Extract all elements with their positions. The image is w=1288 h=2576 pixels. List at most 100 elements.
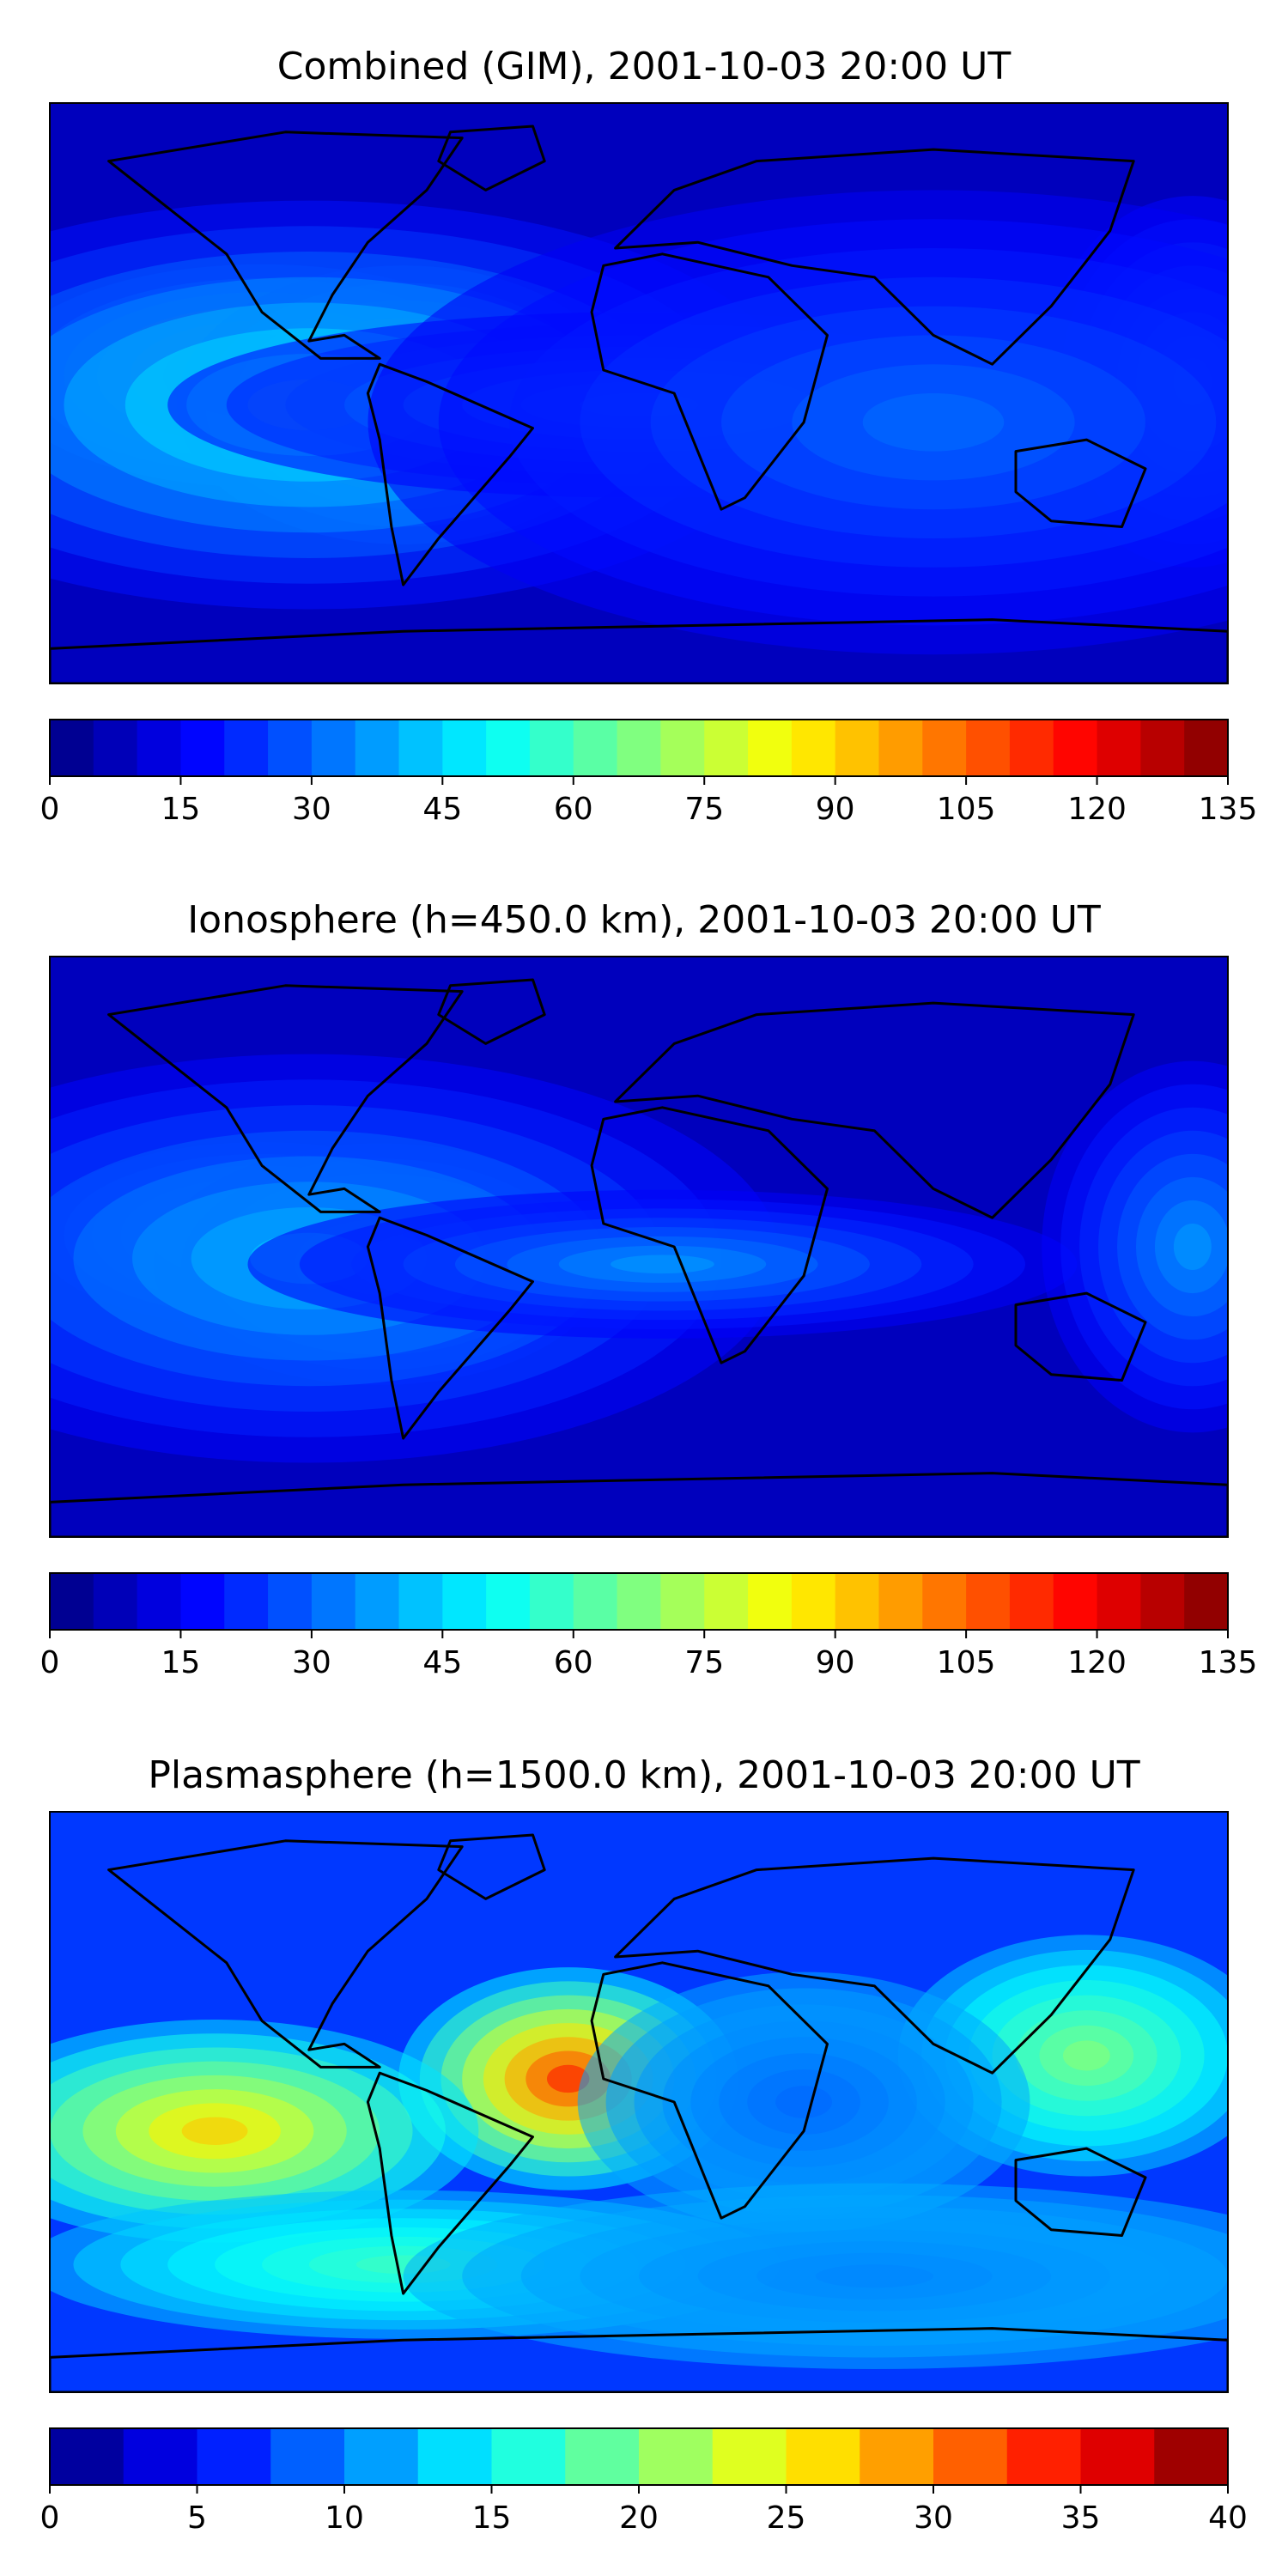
colorbar-tick-label: 30: [914, 2500, 953, 2536]
colorbar-tick-label: 135: [1199, 1645, 1258, 1680]
colorbar-tick-label: 0: [40, 2500, 60, 2536]
colorbar-segment: [1140, 720, 1185, 776]
heatmap-field: [50, 957, 1228, 1537]
contour-band: [611, 1255, 714, 1274]
colorbar-tick-label: 5: [187, 2500, 207, 2536]
panel-title: Ionosphere (h=450.0 km), 2001-10-03 20:0…: [187, 898, 1101, 942]
colorbar-segment: [486, 1573, 531, 1630]
colorbar-segment: [573, 720, 618, 776]
colorbar-segment: [123, 2428, 198, 2485]
colorbar-segment: [660, 1573, 705, 1630]
map-frame: [49, 102, 1229, 684]
colorbar-segment: [878, 720, 923, 776]
contour-band: [546, 2064, 590, 2093]
colorbar-segment: [197, 2428, 271, 2485]
colorbar-segment: [704, 720, 749, 776]
contour-band: [181, 2117, 248, 2146]
colorbar-segment: [268, 1573, 313, 1630]
colorbar-tick-label: 0: [40, 1645, 60, 1680]
colorbar-tick-label: 105: [937, 1645, 996, 1680]
colorbar-segment: [311, 720, 356, 776]
colorbar-tick-label: 75: [684, 1645, 724, 1680]
colorbar-segment: [966, 720, 1011, 776]
coastline: [107, 1839, 464, 2069]
coastline: [1014, 438, 1147, 528]
coastline: [590, 1961, 829, 2220]
map-frame: [49, 1811, 1229, 2393]
colorbar-segment: [442, 720, 487, 776]
colorbar-tick-label: 35: [1061, 2500, 1101, 2536]
heatmap-field: [50, 1812, 1228, 2392]
contour-band: [815, 2264, 933, 2288]
colorbar-tick-label: 30: [292, 792, 331, 827]
colorbar-segment: [1097, 1573, 1141, 1630]
colorbar-segment: [791, 1573, 836, 1630]
coastline: [1014, 2147, 1147, 2237]
colorbar-segment: [1009, 1573, 1054, 1630]
colorbar-tick-label: 75: [684, 792, 724, 827]
colorbar-segment: [1184, 1573, 1229, 1630]
colorbar-segment: [1184, 720, 1229, 776]
colorbar-tick-label: 30: [292, 1645, 331, 1680]
colorbar-segment: [712, 2428, 787, 2485]
coastline: [50, 618, 1228, 683]
colorbar-segment: [860, 2428, 934, 2485]
colorbar-segment: [137, 1573, 182, 1630]
colorbar-segment: [748, 1573, 793, 1630]
panel-title: Combined (GIM), 2001-10-03 20:00 UT: [276, 45, 1012, 88]
colorbar-tick-label: 25: [767, 2500, 806, 2536]
coastline: [366, 2071, 534, 2295]
colorbar-segment: [922, 1573, 967, 1630]
coastline: [366, 1216, 534, 1440]
contour-band: [775, 2086, 833, 2118]
colorbar-segment: [491, 2428, 566, 2485]
colorbar-segment: [398, 720, 443, 776]
colorbar-segment: [565, 2428, 640, 2485]
colorbar-segment: [748, 720, 793, 776]
colorbar-segment: [50, 720, 94, 776]
coastline: [614, 1856, 1135, 2075]
colorbar-segment: [1009, 720, 1054, 776]
colorbar-tick-label: 105: [937, 792, 996, 827]
colorbar-tick-label: 0: [40, 792, 60, 827]
colorbar-segment: [922, 720, 967, 776]
colorbar-segment: [137, 720, 182, 776]
heatmap-field: [50, 103, 1228, 683]
colorbar-segment: [1053, 1573, 1098, 1630]
colorbar-segment: [355, 1573, 400, 1630]
colorbar-segment: [660, 720, 705, 776]
colorbar-segment: [50, 1573, 94, 1630]
colorbar-segment: [1140, 1573, 1185, 1630]
colorbar-segment: [1053, 720, 1098, 776]
colorbar-segment: [639, 2428, 714, 2485]
colorbar-tick-label: 45: [422, 1645, 462, 1680]
colorbar-segment: [268, 720, 313, 776]
colorbar-segment: [398, 1573, 443, 1630]
colorbar-segment: [835, 1573, 880, 1630]
colorbar-tick-label: 20: [619, 2500, 659, 2536]
colorbar-segment: [311, 1573, 356, 1630]
colorbar-segment: [529, 720, 574, 776]
colorbar-tick-label: 40: [1208, 2500, 1248, 2536]
contour-band: [862, 393, 1005, 452]
colorbar-frame: [49, 1572, 1229, 1631]
colorbar-segment: [50, 2428, 125, 2485]
colorbar-segment: [1154, 2428, 1229, 2485]
coastline: [107, 131, 464, 360]
colorbar-frame: [49, 719, 1229, 777]
coastline: [50, 1472, 1228, 1537]
colorbar-segment: [344, 2428, 419, 2485]
colorbar-segment: [1006, 2428, 1082, 2485]
colorbar-tick-label: 45: [422, 792, 462, 827]
colorbar-segment: [1097, 720, 1141, 776]
colorbar-tick-label: 15: [161, 1645, 201, 1680]
colorbar-segment: [486, 720, 531, 776]
colorbar-segment: [791, 720, 836, 776]
coastline: [107, 984, 464, 1213]
coastline: [614, 1001, 1135, 1219]
colorbar-segment: [1080, 2428, 1155, 2485]
coastline: [366, 362, 534, 586]
colorbar-segment: [93, 720, 138, 776]
colorbar-segment: [573, 1573, 618, 1630]
